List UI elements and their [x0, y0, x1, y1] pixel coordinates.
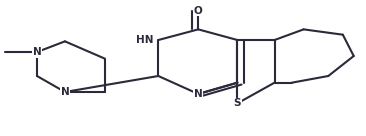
- Text: N: N: [61, 87, 69, 97]
- Text: O: O: [194, 6, 203, 16]
- Text: HN: HN: [137, 35, 154, 45]
- Text: N: N: [33, 47, 41, 57]
- Text: S: S: [234, 98, 241, 108]
- Text: N: N: [194, 89, 203, 99]
